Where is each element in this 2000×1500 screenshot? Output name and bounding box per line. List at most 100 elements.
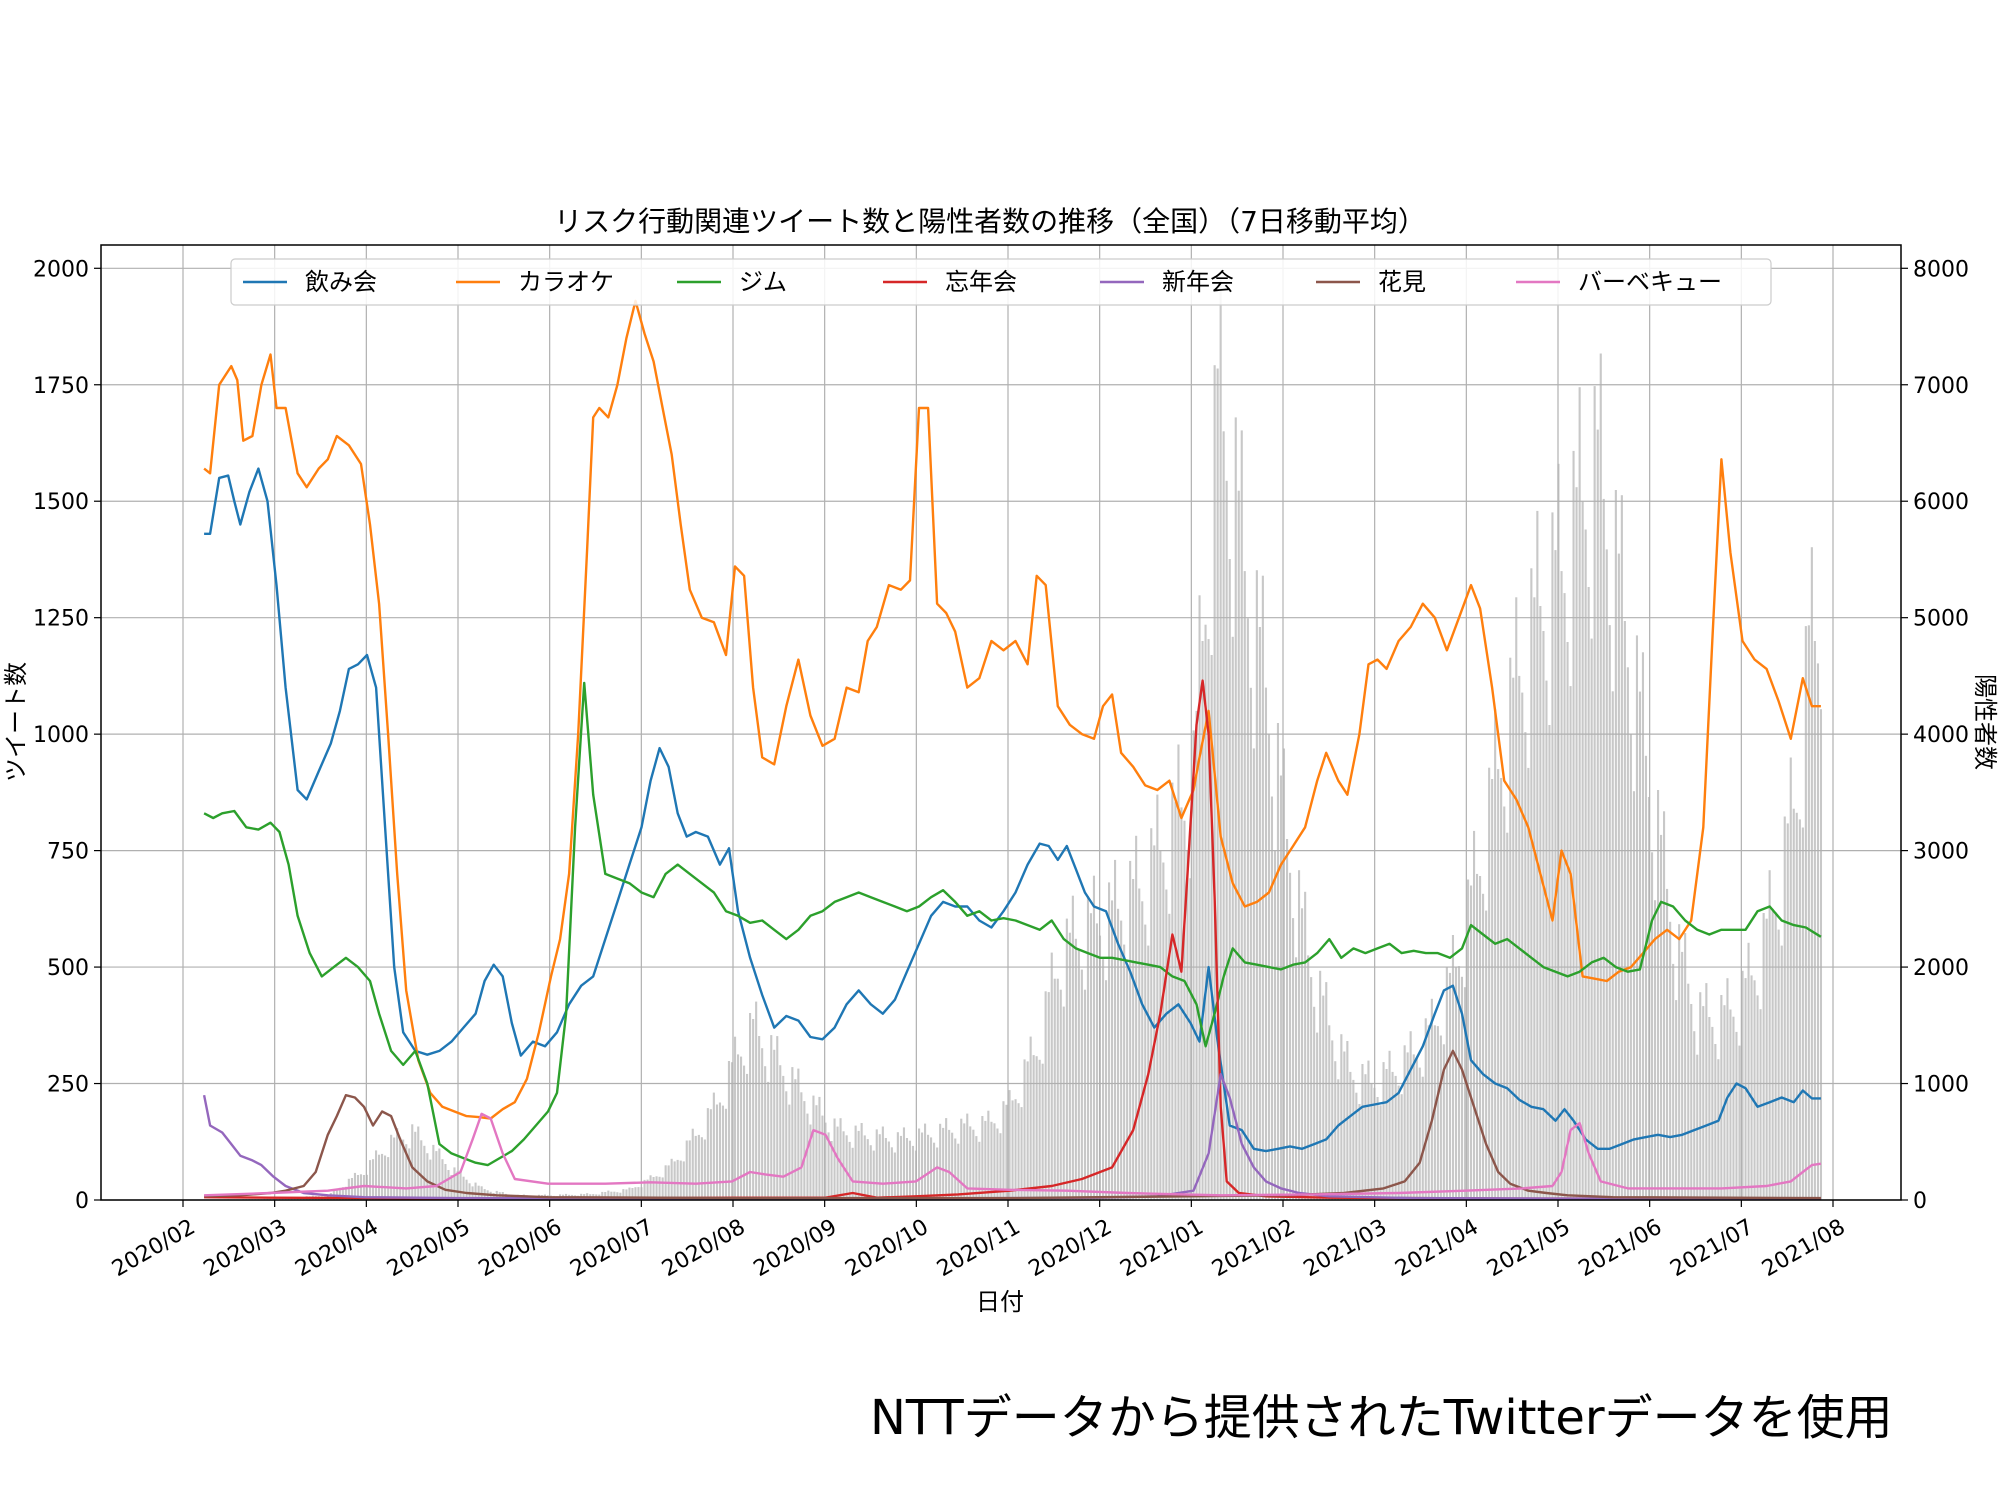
case-bar — [764, 1066, 767, 1200]
case-bar — [682, 1161, 685, 1200]
case-bar — [1786, 823, 1789, 1200]
case-bar — [1117, 908, 1120, 1200]
case-bar — [691, 1128, 694, 1200]
case-bar — [1159, 850, 1162, 1200]
case-bar — [365, 1174, 369, 1200]
case-bar — [338, 1187, 341, 1200]
case-bar — [824, 1122, 827, 1200]
case-bar — [447, 1170, 450, 1200]
case-bar — [1608, 625, 1611, 1200]
case-bar — [1102, 959, 1105, 1200]
case-bar — [1774, 912, 1777, 1200]
case-bar — [1062, 1006, 1065, 1200]
case-bar — [1789, 757, 1792, 1200]
case-bar — [1708, 1017, 1711, 1200]
case-bar — [1056, 978, 1059, 1200]
case-bar — [1349, 1071, 1352, 1200]
y2-tick-label: 3000 — [1913, 840, 1969, 865]
case-bar — [1795, 812, 1798, 1200]
case-bar — [1497, 769, 1500, 1200]
legend-label: 花見 — [1378, 268, 1426, 296]
case-bar — [1415, 1057, 1418, 1200]
case-bar — [1204, 624, 1207, 1200]
case-bar — [1044, 991, 1047, 1200]
case-bar — [1385, 1069, 1388, 1200]
case-bar — [782, 1075, 785, 1200]
case-bar — [1225, 480, 1228, 1200]
case-bar — [990, 1121, 993, 1200]
case-bar — [1635, 635, 1639, 1200]
case-bar — [1533, 597, 1536, 1200]
y2-tick-label: 8000 — [1913, 257, 1969, 282]
case-bar — [387, 1157, 390, 1200]
case-bar — [1286, 839, 1289, 1200]
case-bar — [996, 1128, 999, 1200]
case-bar — [770, 1035, 773, 1200]
case-bar — [893, 1152, 896, 1200]
case-bar — [1065, 918, 1068, 1200]
case-bar — [1376, 1097, 1379, 1200]
case-bar — [1509, 657, 1512, 1200]
case-bar — [767, 1081, 770, 1200]
case-bar — [1473, 830, 1476, 1200]
case-bar — [972, 1129, 975, 1200]
case-bar — [845, 1135, 848, 1200]
y-tick-label: 1000 — [33, 723, 89, 748]
case-bar — [700, 1137, 703, 1200]
case-bar — [341, 1187, 344, 1200]
case-bar — [951, 1132, 954, 1200]
case-bar — [453, 1167, 456, 1200]
case-bar — [661, 1177, 664, 1200]
case-bar — [459, 1170, 462, 1200]
x-tick-label: 2021/05 — [1483, 1215, 1575, 1282]
case-bar — [1566, 642, 1569, 1200]
case-bar — [631, 1188, 634, 1200]
case-bar — [474, 1182, 477, 1200]
case-bar — [755, 1001, 758, 1200]
y-tick-label: 1750 — [33, 374, 89, 399]
case-bar — [1732, 1016, 1735, 1200]
case-bar — [1270, 796, 1274, 1200]
case-bar — [679, 1160, 682, 1200]
case-bar — [414, 1131, 417, 1200]
case-bar — [818, 1096, 821, 1200]
x-tick-label: 2020/04 — [291, 1215, 383, 1282]
case-bar — [1819, 709, 1823, 1200]
case-bar — [1584, 529, 1587, 1200]
case-bar — [1780, 945, 1783, 1200]
case-bar — [1053, 978, 1056, 1200]
case-bar — [1273, 850, 1277, 1200]
case-bar — [1008, 1090, 1011, 1200]
x-axis-title: 日付 — [976, 1288, 1024, 1316]
case-bar — [1623, 621, 1626, 1200]
case-bar — [1654, 900, 1657, 1200]
case-bar — [350, 1178, 354, 1200]
y-axis-right: 0 1000 2000 3000 4000 5000 6000 7000 8000 — [1901, 257, 1969, 1214]
case-bar — [978, 1141, 981, 1200]
case-bar — [1095, 923, 1099, 1200]
case-bar — [1470, 885, 1473, 1200]
case-bar — [1207, 639, 1210, 1200]
y-axis-left: 0 250 500 750 1000 1250 1500 1750 2000 — [33, 257, 101, 1214]
case-bar — [1370, 1083, 1373, 1200]
y-axis-title: ツイート数 — [2, 662, 30, 782]
case-bar — [957, 1143, 960, 1200]
case-bar — [1005, 1104, 1008, 1200]
case-bar — [1783, 816, 1786, 1200]
case-bar — [1050, 952, 1053, 1200]
case-bar — [673, 1161, 676, 1200]
case-bar — [1153, 845, 1156, 1200]
case-bar — [812, 1095, 815, 1200]
legend-label: カラオケ — [518, 268, 614, 296]
y2-tick-label: 2000 — [1913, 956, 1969, 981]
case-bar — [1521, 692, 1524, 1200]
case-bar — [1174, 801, 1177, 1200]
case-bar — [399, 1137, 402, 1200]
case-bar — [942, 1127, 945, 1200]
case-bar — [423, 1145, 426, 1200]
case-bar — [1150, 828, 1153, 1200]
case-bar — [833, 1118, 836, 1200]
case-bar — [936, 1147, 939, 1200]
x-tick-label: 2020/09 — [750, 1215, 842, 1282]
case-bar — [896, 1132, 899, 1200]
